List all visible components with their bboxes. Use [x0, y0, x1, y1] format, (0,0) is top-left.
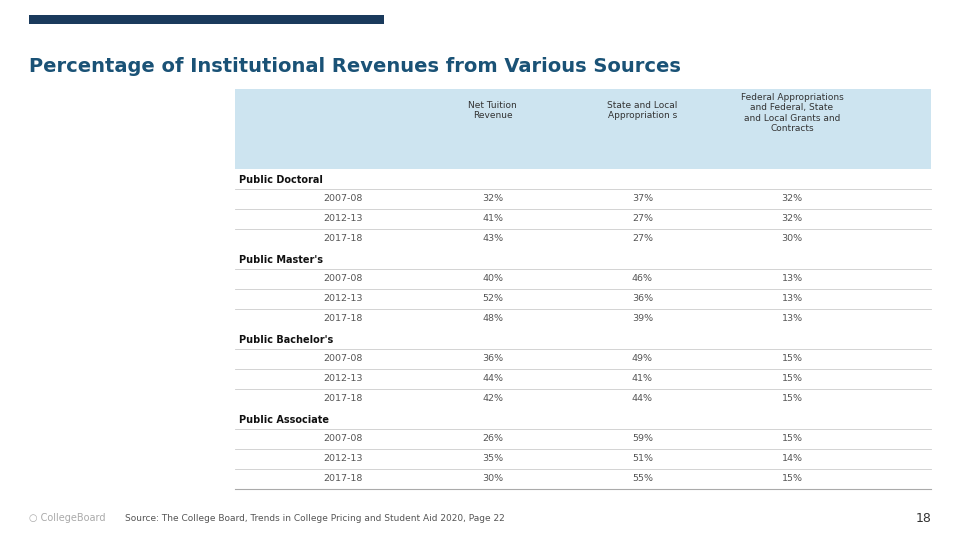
Text: 15%: 15%	[781, 474, 803, 483]
Text: Public Associate: Public Associate	[239, 415, 328, 425]
Text: 49%: 49%	[632, 354, 653, 363]
Text: 15%: 15%	[781, 374, 803, 383]
Text: 41%: 41%	[632, 374, 653, 383]
Text: 52%: 52%	[482, 294, 503, 303]
Text: 27%: 27%	[632, 234, 653, 244]
Text: 48%: 48%	[482, 314, 503, 323]
Text: 30%: 30%	[781, 234, 803, 244]
Text: 37%: 37%	[632, 194, 653, 204]
Text: 2012-13: 2012-13	[324, 294, 363, 303]
Text: 39%: 39%	[632, 314, 653, 323]
Text: 15%: 15%	[781, 354, 803, 363]
Text: 2012-13: 2012-13	[324, 374, 363, 383]
Text: 55%: 55%	[632, 474, 653, 483]
Text: 14%: 14%	[781, 454, 803, 463]
Text: 36%: 36%	[482, 354, 503, 363]
Text: 15%: 15%	[781, 394, 803, 403]
Text: 2017-18: 2017-18	[324, 314, 363, 323]
Text: Source: The College Board, Trends in College Pricing and Student Aid 2020, Page : Source: The College Board, Trends in Col…	[125, 514, 505, 523]
Text: 42%: 42%	[482, 394, 503, 403]
Text: Public Master's: Public Master's	[239, 255, 323, 265]
Text: 44%: 44%	[482, 374, 503, 383]
Text: 35%: 35%	[482, 454, 503, 463]
Text: 26%: 26%	[482, 434, 503, 443]
Text: 2017-18: 2017-18	[324, 234, 363, 244]
Text: ○ CollegeBoard: ○ CollegeBoard	[29, 514, 106, 523]
Text: 13%: 13%	[781, 274, 803, 284]
Text: 2007-08: 2007-08	[324, 434, 363, 443]
Text: 41%: 41%	[482, 214, 503, 224]
Text: 59%: 59%	[632, 434, 653, 443]
Text: 32%: 32%	[781, 214, 803, 224]
Text: Public Bachelor's: Public Bachelor's	[239, 335, 333, 345]
Text: 43%: 43%	[482, 234, 503, 244]
Text: 2007-08: 2007-08	[324, 274, 363, 284]
Text: Public Doctoral: Public Doctoral	[239, 175, 323, 185]
Text: 13%: 13%	[781, 294, 803, 303]
Bar	[235, 89, 931, 169]
Text: 36%: 36%	[632, 294, 653, 303]
Text: 13%: 13%	[781, 314, 803, 323]
Text: 2012-13: 2012-13	[324, 454, 363, 463]
Text: 18: 18	[915, 512, 931, 525]
Text: 27%: 27%	[632, 214, 653, 224]
Text: 2012-13: 2012-13	[324, 214, 363, 224]
Text: 2007-08: 2007-08	[324, 354, 363, 363]
Text: 51%: 51%	[632, 454, 653, 463]
Text: 2007-08: 2007-08	[324, 194, 363, 204]
Text: 15%: 15%	[781, 434, 803, 443]
Text: 2017-18: 2017-18	[324, 394, 363, 403]
Text: 40%: 40%	[482, 274, 503, 284]
Text: Federal Appropriations
and Federal, State
and Local Grants and
Contracts: Federal Appropriations and Federal, Stat…	[740, 93, 844, 133]
Text: 30%: 30%	[482, 474, 503, 483]
Text: 32%: 32%	[482, 194, 503, 204]
Text: Net Tuition
Revenue: Net Tuition Revenue	[468, 101, 517, 120]
Text: 46%: 46%	[632, 274, 653, 284]
Text: 2017-18: 2017-18	[324, 474, 363, 483]
Text: State and Local
Appropriation s: State and Local Appropriation s	[607, 101, 678, 120]
Text: Percentage of Institutional Revenues from Various Sources: Percentage of Institutional Revenues fro…	[29, 57, 681, 76]
Text: 32%: 32%	[781, 194, 803, 204]
Text: 44%: 44%	[632, 394, 653, 403]
